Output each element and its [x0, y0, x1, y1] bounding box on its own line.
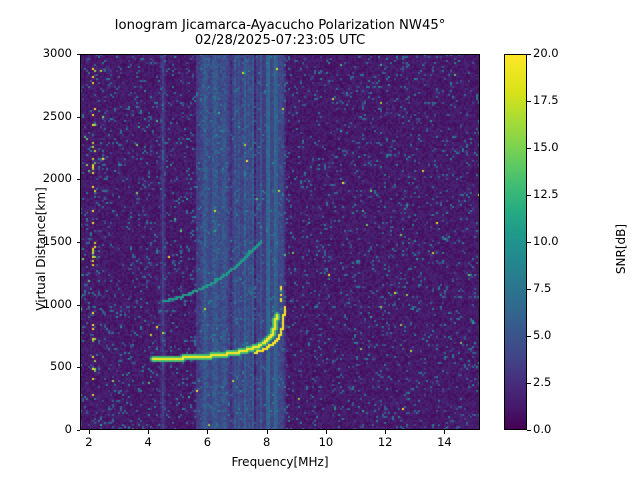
y-tick [76, 54, 80, 55]
x-tick-label: 2 [85, 435, 93, 449]
colorbar-tick-label: 15.0 [533, 140, 559, 154]
x-tick [325, 430, 327, 434]
colorbar-tick [527, 148, 531, 149]
y-tick [76, 304, 80, 306]
colorbar-tick-label: 7.5 [533, 281, 552, 295]
x-tick-label: 4 [144, 435, 152, 449]
y-tick-label: 500 [50, 359, 72, 374]
x-tick-label: 10 [318, 435, 334, 449]
x-tick-label: 14 [437, 435, 452, 449]
colorbar-tick-label: 20.0 [533, 46, 559, 60]
y-tick [76, 116, 80, 118]
y-tick-label: 0 [64, 422, 72, 436]
colorbar-tick [527, 101, 531, 102]
y-tick [76, 367, 80, 369]
colorbar-tick-label: 0.0 [533, 422, 552, 436]
colorbar-tick [527, 242, 531, 243]
x-axis-label: Frequency[MHz] [231, 455, 329, 469]
figure-title: Ionogram Jicamarca-Ayacucho Polarization… [114, 18, 446, 33]
y-tick-label: 2500 [42, 108, 72, 123]
heatmap-canvas [80, 54, 480, 430]
y-tick [76, 242, 80, 243]
colorbar-tick [527, 289, 531, 290]
colorbar-tick [527, 336, 531, 337]
colorbar-tick-label: 12.5 [533, 187, 559, 201]
x-tick [266, 430, 268, 434]
y-tick-label: 1000 [42, 296, 72, 311]
x-tick-label: 8 [262, 435, 271, 449]
x-tick [444, 430, 446, 434]
figure-subtitle: 02/28/2025-07:23:05 UTC [194, 33, 366, 48]
y-axis-label: Virtual Distance[km] [34, 187, 48, 311]
colorbar-tick-label: 17.5 [533, 93, 559, 107]
colorbar-tick [527, 54, 531, 55]
colorbar-tick-label: 5.0 [533, 328, 552, 342]
x-tick [88, 430, 90, 434]
colorbar [504, 54, 527, 430]
y-tick [76, 179, 80, 181]
x-tick-label: 6 [203, 435, 212, 449]
x-tick-label: 12 [377, 435, 393, 449]
y-tick-label: 2000 [42, 171, 72, 186]
x-tick [385, 430, 387, 434]
y-tick [76, 430, 80, 431]
x-tick [207, 430, 209, 434]
colorbar-tick [527, 195, 531, 196]
x-tick [148, 430, 150, 434]
ionogram-heatmap [80, 54, 480, 430]
colorbar-tick [527, 430, 531, 431]
colorbar-tick [527, 383, 531, 384]
y-tick-label: 3000 [42, 46, 72, 60]
colorbar-tick-label: 2.5 [533, 375, 552, 389]
y-tick-label: 1500 [42, 234, 72, 248]
colorbar-tick-label: 10.0 [533, 234, 559, 248]
colorbar-label: SNR[dB] [614, 223, 628, 275]
